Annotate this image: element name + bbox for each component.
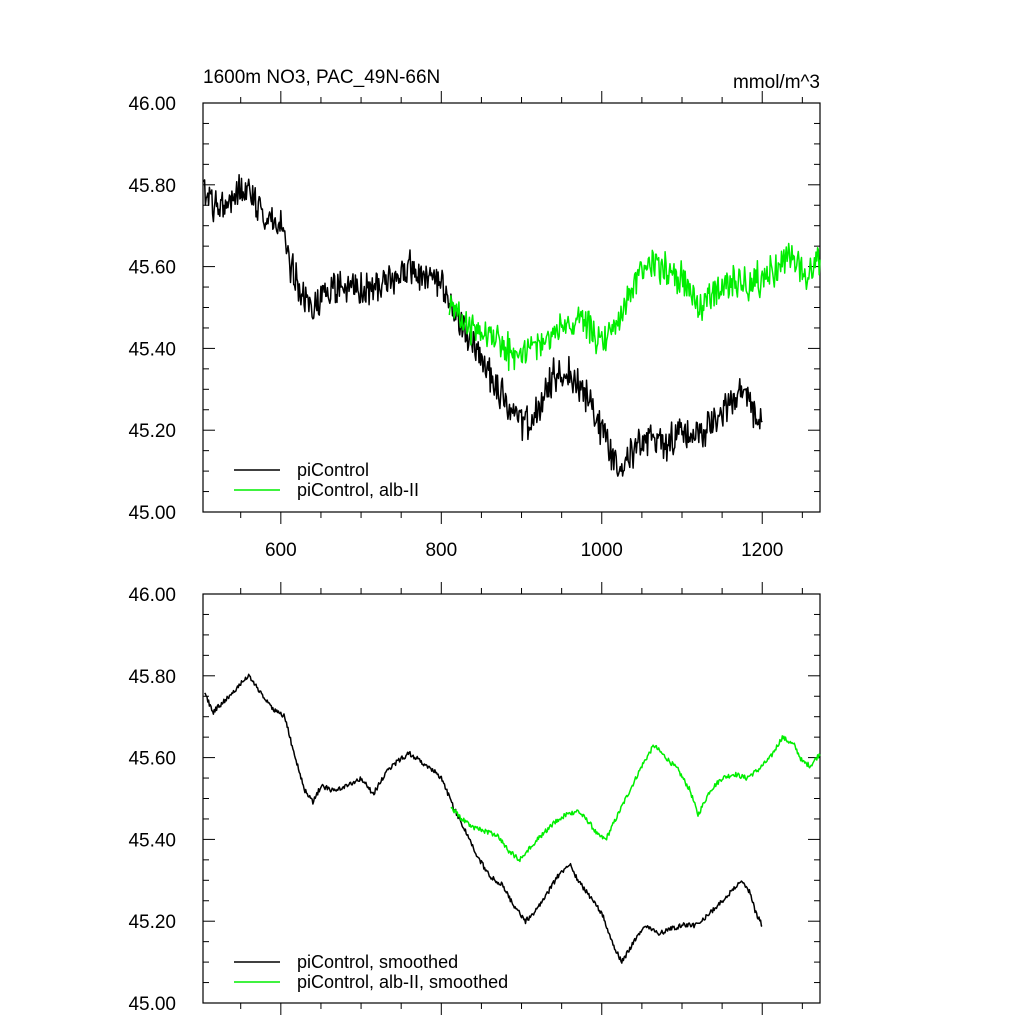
x-tick-label: 800: [425, 540, 457, 561]
x-tick-label: 600: [265, 540, 297, 561]
top-panel: 1600m NO3, PAC_49N-66N mmol/m^3 45.0045.…: [128, 67, 821, 561]
y-tick-label: 45.40: [128, 830, 176, 851]
series-line-alb-ii: [450, 735, 821, 863]
series-line-alb-ii: [448, 242, 821, 372]
plot-frame: [202, 102, 821, 513]
legend: piControl, smoothed piControl, alb-II, s…: [234, 952, 508, 992]
series-line-picontrol: [202, 173, 763, 477]
legend: piControl piControl, alb-II: [234, 460, 419, 500]
y-tick-label: 45.00: [128, 503, 176, 524]
y-tick-label: 45.60: [128, 749, 176, 770]
legend-label-alb-ii: piControl, alb-II: [297, 480, 419, 500]
series-line-picontrol: [204, 673, 763, 964]
y-tick-label: 45.20: [128, 912, 176, 933]
bottom-panel: 45.00 45.20 45.40 45.60 45.80 46.00 piControl…: [128, 582, 821, 1015]
plot-frame: [202, 593, 821, 1004]
y-tick-label: 45.00: [128, 994, 176, 1015]
x-tick-label: 1200: [741, 540, 783, 561]
units-label: mmol/m^3: [733, 72, 820, 93]
axis-ticks: 45.00 45.20 45.40 45.60 45.80 46.00: [128, 582, 820, 1015]
y-tick-label: 46.00: [128, 94, 176, 115]
x-tick-label: 1000: [581, 540, 623, 561]
y-tick-label: 45.60: [128, 258, 176, 279]
series-lines: [204, 673, 821, 964]
y-tick-label: 45.80: [128, 176, 176, 197]
legend-label-picontrol-smoothed: piControl, smoothed: [297, 952, 458, 972]
y-tick-label: 45.20: [128, 421, 176, 442]
y-tick-label: 45.40: [128, 339, 176, 360]
chart-title: 1600m NO3, PAC_49N-66N: [203, 67, 440, 88]
legend-label-alb-ii-smoothed: piControl, alb-II, smoothed: [297, 972, 508, 992]
series-lines: [202, 173, 821, 477]
y-tick-label: 46.00: [128, 585, 176, 606]
axis-ticks: 45.00 45.20 45.40 45.60 45.80 46.00 600 800 1000…: [128, 91, 820, 561]
legend-label-picontrol: piControl: [297, 460, 369, 480]
y-tick-label: 45.80: [128, 667, 176, 688]
